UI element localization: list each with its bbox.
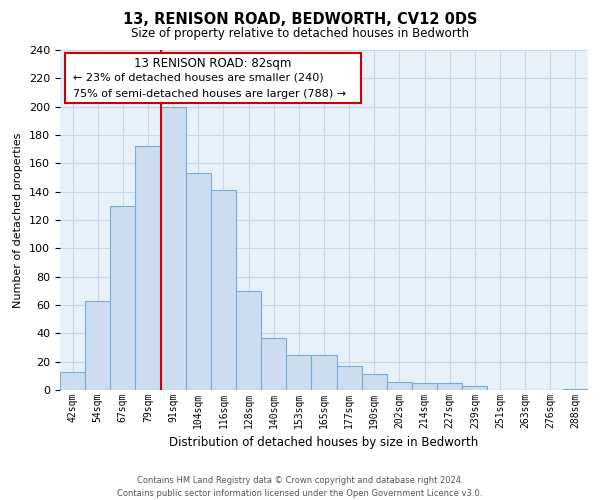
Bar: [412, 383, 437, 390]
Text: 75% of semi-detached houses are larger (788) →: 75% of semi-detached houses are larger (…: [73, 89, 346, 99]
Text: Size of property relative to detached houses in Bedworth: Size of property relative to detached ho…: [131, 28, 469, 40]
FancyBboxPatch shape: [65, 54, 361, 102]
Bar: [186, 174, 211, 390]
Text: Contains HM Land Registry data © Crown copyright and database right 2024.
Contai: Contains HM Land Registry data © Crown c…: [118, 476, 482, 498]
Bar: [462, 386, 487, 390]
Bar: [261, 338, 286, 390]
Bar: [60, 372, 85, 390]
Bar: [362, 374, 387, 390]
Bar: [437, 383, 462, 390]
Bar: [211, 190, 236, 390]
Bar: [136, 146, 161, 390]
Text: 13 RENISON ROAD: 82sqm: 13 RENISON ROAD: 82sqm: [134, 57, 292, 70]
Bar: [286, 354, 311, 390]
Bar: [311, 354, 337, 390]
Y-axis label: Number of detached properties: Number of detached properties: [13, 132, 23, 308]
Bar: [110, 206, 136, 390]
Bar: [337, 366, 362, 390]
Bar: [161, 106, 186, 390]
Text: ← 23% of detached houses are smaller (240): ← 23% of detached houses are smaller (24…: [73, 72, 324, 82]
Bar: [563, 388, 588, 390]
Bar: [387, 382, 412, 390]
Text: 13, RENISON ROAD, BEDWORTH, CV12 0DS: 13, RENISON ROAD, BEDWORTH, CV12 0DS: [123, 12, 477, 28]
X-axis label: Distribution of detached houses by size in Bedworth: Distribution of detached houses by size …: [169, 436, 479, 450]
Bar: [236, 291, 261, 390]
Bar: [85, 300, 110, 390]
